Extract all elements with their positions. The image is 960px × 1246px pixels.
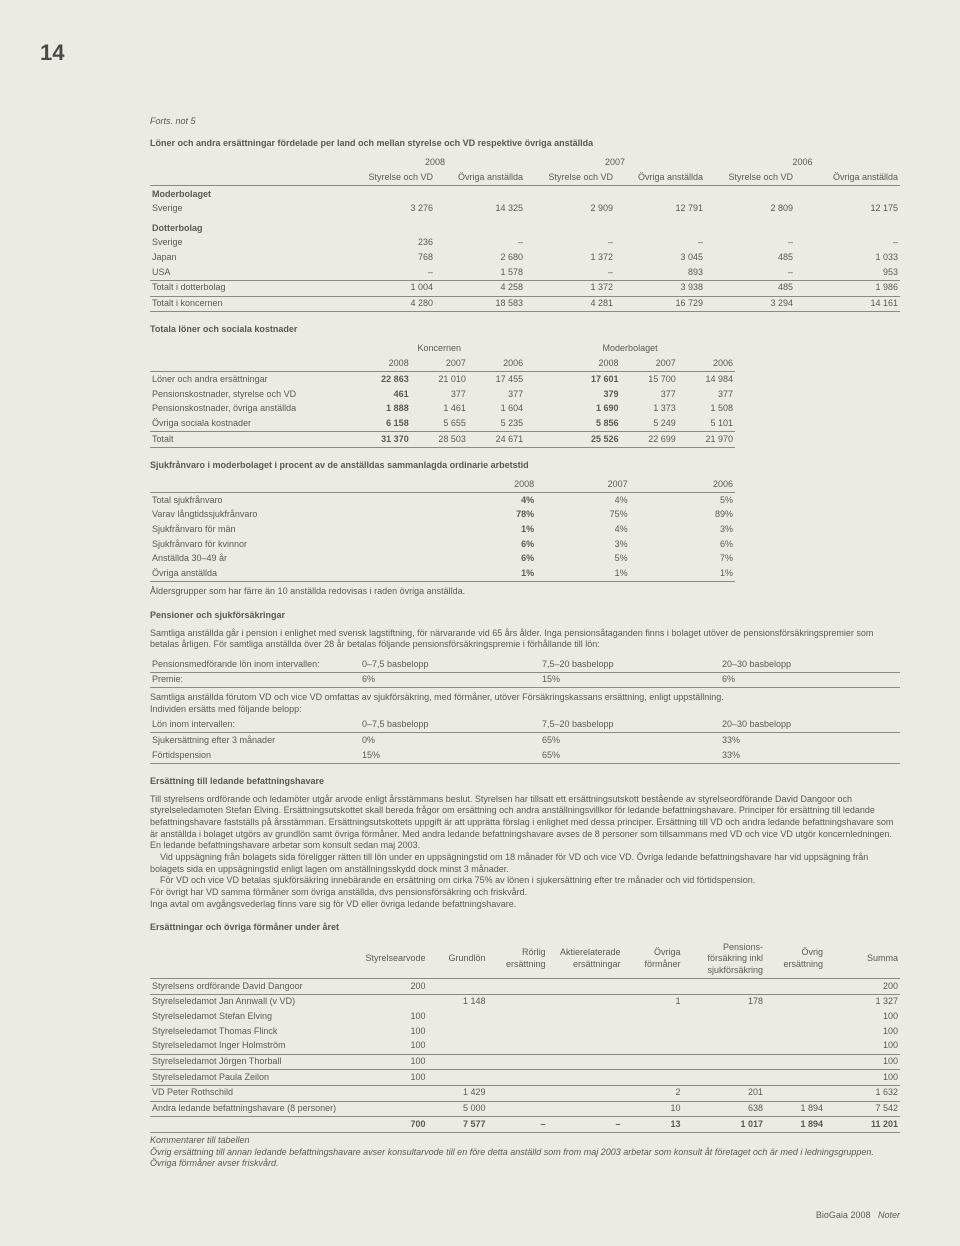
table-row: KoncernenModerbolaget bbox=[150, 342, 735, 357]
pension-table-a: Pensionsmedförande lön inom intervallen:… bbox=[150, 657, 900, 688]
table-row: Lön inom intervallen:0–7,5 basbelopp7,5–… bbox=[150, 718, 900, 733]
table4-comment: Övriga förmåner avser friskvård. bbox=[150, 1158, 900, 1170]
continuation-note: Forts. not 5 bbox=[150, 116, 900, 128]
table-row: Sjukfrånvaro för män1%4%3% bbox=[150, 523, 735, 538]
table-row: Övriga sociala kostnader6 1585 6555 2355… bbox=[150, 416, 735, 431]
table-row: Pensionsmedförande lön inom intervallen:… bbox=[150, 657, 900, 672]
table-row: Andra ledande befattningshavare (8 perso… bbox=[150, 1101, 900, 1117]
compensation-heading: Ersättning till ledande befattningshavar… bbox=[150, 776, 900, 788]
table-row: Anställda 30–49 år6%5%7% bbox=[150, 552, 735, 567]
content: Forts. not 5 Löner och andra ersättninga… bbox=[150, 0, 900, 1170]
table-row: Övriga anställda1%1%1% bbox=[150, 567, 735, 582]
table-row: Totalt31 37028 50324 67125 52622 69921 9… bbox=[150, 432, 735, 448]
table-row: Löner och andra ersättningar22 86321 010… bbox=[150, 372, 735, 387]
table2: KoncernenModerbolaget 200820072006200820… bbox=[150, 342, 735, 448]
table-row: Premie:6%15%6% bbox=[150, 672, 900, 688]
page-footer: BioGaia 2008 Noter bbox=[816, 1210, 900, 1220]
table-row: Total sjukfrånvaro4%4%5% bbox=[150, 493, 735, 508]
table-row: Styrelsens ordförande David Dangoor20020… bbox=[150, 979, 900, 995]
table-row: Styrelseledamot Stefan Elving100100 bbox=[150, 1010, 900, 1025]
table4-title: Ersättningar och övriga förmåner under å… bbox=[150, 922, 900, 934]
table3-note: Åldersgrupper som har färre än 10 anstäl… bbox=[150, 586, 900, 598]
table-row: 7007 577––131 0171 89411 201 bbox=[150, 1117, 900, 1133]
table-row: Totalt i dotterbolag1 0044 2581 3723 938… bbox=[150, 280, 900, 296]
table-row: Pensionskostnader, styrelse och VD461377… bbox=[150, 387, 735, 402]
table-row: VD Peter Rothschild1 42922011 632 bbox=[150, 1085, 900, 1101]
page: 14 Forts. not 5 Löner och andra ersättni… bbox=[0, 0, 960, 1246]
body-text: Individen ersätts med följande belopp: bbox=[150, 704, 900, 716]
body-text: Samtliga anställda går i pension i enlig… bbox=[150, 628, 900, 651]
pension-table-b: Lön inom intervallen:0–7,5 basbelopp7,5–… bbox=[150, 718, 900, 764]
table1: 200820072006 Styrelse och VDÖvriga anstä… bbox=[150, 155, 900, 312]
table-row: Sverige3 27614 3252 90912 7912 80912 175 bbox=[150, 202, 900, 217]
body-text: För övrigt har VD samma förmåner som övr… bbox=[150, 887, 900, 899]
pension-heading: Pensioner och sjukförsäkringar bbox=[150, 610, 900, 622]
table4-comment-heading: Kommentarer till tabellen bbox=[150, 1135, 900, 1147]
footer-company: BioGaia 2008 bbox=[816, 1210, 871, 1220]
table3-title: Sjukfrånvaro i moderbolaget i procent av… bbox=[150, 460, 900, 472]
body-text: För VD och vice VD betalas sjukförsäkrin… bbox=[150, 875, 900, 887]
table-row: Styrelseledamot Inger Holmström100100 bbox=[150, 1039, 900, 1054]
table-row: StyrelsearvodeGrundlönRörlig ersättningA… bbox=[150, 940, 900, 979]
body-text: Inga avtal om avgångsvederlag finns vare… bbox=[150, 899, 900, 911]
table4: StyrelsearvodeGrundlönRörlig ersättningA… bbox=[150, 940, 900, 1133]
table-row: Dotterbolag bbox=[150, 217, 900, 236]
table1-title: Löner och andra ersättningar fördelade p… bbox=[150, 138, 900, 150]
body-text: Till styrelsens ordförande och ledamöter… bbox=[150, 794, 900, 852]
table-row: 200820072006200820072006 bbox=[150, 357, 735, 372]
table-row: Japan7682 6801 3723 0454851 033 bbox=[150, 251, 900, 266]
body-text: Samtliga anställda förutom VD och vice V… bbox=[150, 692, 900, 704]
body-text: Vid uppsägning från bolagets sida föreli… bbox=[150, 852, 900, 875]
table-row: Varav långtidssjukfrånvaro78%75%89% bbox=[150, 508, 735, 523]
table-row: Pensionskostnader, övriga anställda1 888… bbox=[150, 402, 735, 417]
table-row: 200820072006 bbox=[150, 155, 900, 170]
table4-comment: Övrig ersättning till annan ledande befa… bbox=[150, 1147, 900, 1159]
table-row: Styrelseledamot Thomas Flinck100100 bbox=[150, 1024, 900, 1039]
table-row: Sjukersättning efter 3 månader0%65%33% bbox=[150, 733, 900, 748]
footer-section: Noter bbox=[878, 1210, 900, 1220]
table3: 200820072006 Total sjukfrånvaro4%4%5% Va… bbox=[150, 477, 735, 582]
table2-title: Totala löner och sociala kostnader bbox=[150, 324, 900, 336]
table-row: Sverige236––––– bbox=[150, 236, 900, 251]
table-row: Förtidspension15%65%33% bbox=[150, 748, 900, 763]
table-row: 200820072006 bbox=[150, 477, 735, 492]
table-row: Totalt i koncernen4 28018 5834 28116 729… bbox=[150, 296, 900, 312]
table-row: USA–1 578–893–953 bbox=[150, 265, 900, 280]
table-row: Moderbolaget bbox=[150, 185, 900, 202]
table-row: Styrelseledamot Paula Zeilon100100 bbox=[150, 1070, 900, 1086]
page-number: 14 bbox=[40, 40, 64, 66]
table-row: Sjukfrånvaro för kvinnor6%3%6% bbox=[150, 537, 735, 552]
table-row: Styrelse och VDÖvriga anställdaStyrelse … bbox=[150, 170, 900, 185]
table-row: Styrelseledamot Jan Annwall (v VD)1 1481… bbox=[150, 994, 900, 1009]
table-row: Styrelseledamot Jörgen Thorball100100 bbox=[150, 1054, 900, 1070]
